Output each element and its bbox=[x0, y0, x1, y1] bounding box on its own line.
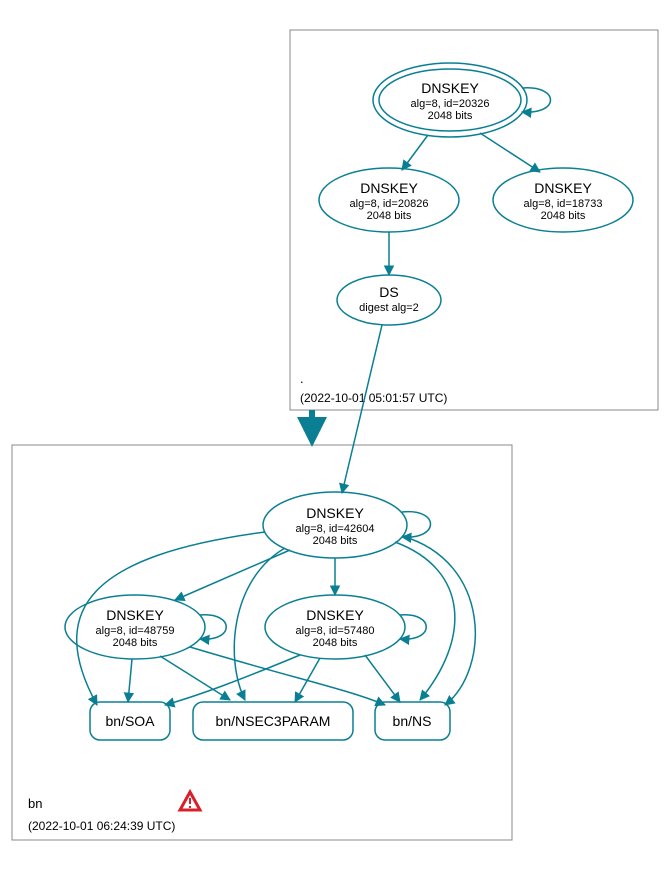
soa-title: bn/SOA bbox=[105, 713, 155, 729]
bn-zsk2-title: DNSKEY bbox=[306, 607, 364, 623]
node-ns: bn/NS bbox=[375, 702, 450, 740]
root-ksk-line2: 2048 bits bbox=[428, 110, 473, 122]
warning-icon bbox=[180, 792, 200, 810]
node-bn-zsk2: DNSKEY alg=8, id=57480 2048 bits bbox=[265, 595, 405, 659]
edge-bnksk-ns2 bbox=[402, 536, 475, 705]
bn-ksk-line1: alg=8, id=42604 bbox=[296, 523, 375, 535]
edge-zsk2-nsec3 bbox=[295, 658, 320, 702]
edge-zsk2-ns bbox=[365, 655, 400, 702]
ds-line1: digest alg=2 bbox=[359, 302, 419, 314]
bn-zsk1-line2: 2048 bits bbox=[113, 637, 158, 649]
edge-zsk1-nsec3 bbox=[160, 656, 230, 700]
root-zsk1-line1: alg=8, id=20826 bbox=[350, 198, 429, 210]
root-zsk1-title: DNSKEY bbox=[360, 180, 418, 196]
nsec3-title: bn/NSEC3PARAM bbox=[216, 713, 331, 729]
root-zsk2-line2: 2048 bits bbox=[541, 210, 586, 222]
node-ds: DS digest alg=2 bbox=[337, 275, 441, 325]
edge-bnzsk2-self bbox=[400, 615, 426, 639]
root-ksk-line1: alg=8, id=20326 bbox=[411, 98, 490, 110]
bn-ksk-title: DNSKEY bbox=[306, 505, 364, 521]
ds-title: DS bbox=[379, 284, 398, 300]
edge-zsk1-ns bbox=[190, 647, 385, 705]
bn-zsk1-line1: alg=8, id=48759 bbox=[96, 625, 175, 637]
edge-bnzsk1-self bbox=[200, 615, 226, 639]
zone-label-root: . bbox=[300, 371, 304, 386]
bn-ksk-line2: 2048 bits bbox=[313, 535, 358, 547]
zone-time-root: (2022-10-01 05:01:57 UTC) bbox=[300, 391, 447, 405]
ns-title: bn/NS bbox=[393, 713, 432, 729]
edge-rootksk-zsk2 bbox=[480, 133, 540, 172]
bn-zsk1-title: DNSKEY bbox=[106, 607, 164, 623]
root-ksk-title: DNSKEY bbox=[421, 80, 479, 96]
root-zsk2-title: DNSKEY bbox=[534, 180, 592, 196]
edge-zsk1-soa bbox=[128, 659, 132, 702]
node-nsec3: bn/NSEC3PARAM bbox=[193, 702, 353, 740]
root-zsk1-line2: 2048 bits bbox=[367, 210, 412, 222]
edge-zsk2-soa bbox=[165, 655, 300, 705]
root-zsk2-line1: alg=8, id=18733 bbox=[524, 198, 603, 210]
zone-time-bn: (2022-10-01 06:24:39 UTC) bbox=[28, 819, 175, 833]
bn-zsk2-line2: 2048 bits bbox=[313, 637, 358, 649]
edge-rootksk-zsk1 bbox=[402, 135, 428, 170]
node-root-zsk1: DNSKEY alg=8, id=20826 2048 bits bbox=[319, 168, 459, 232]
zone-label-bn: bn bbox=[28, 796, 42, 811]
zone-box-bn bbox=[12, 445, 512, 840]
node-root-ksk: DNSKEY alg=8, id=20326 2048 bits bbox=[373, 63, 527, 137]
node-soa: bn/SOA bbox=[90, 702, 170, 740]
bn-zsk2-line1: alg=8, id=57480 bbox=[296, 625, 375, 637]
edge-ds-bnksk bbox=[342, 325, 382, 493]
node-root-zsk2: DNSKEY alg=8, id=18733 2048 bits bbox=[493, 168, 633, 232]
